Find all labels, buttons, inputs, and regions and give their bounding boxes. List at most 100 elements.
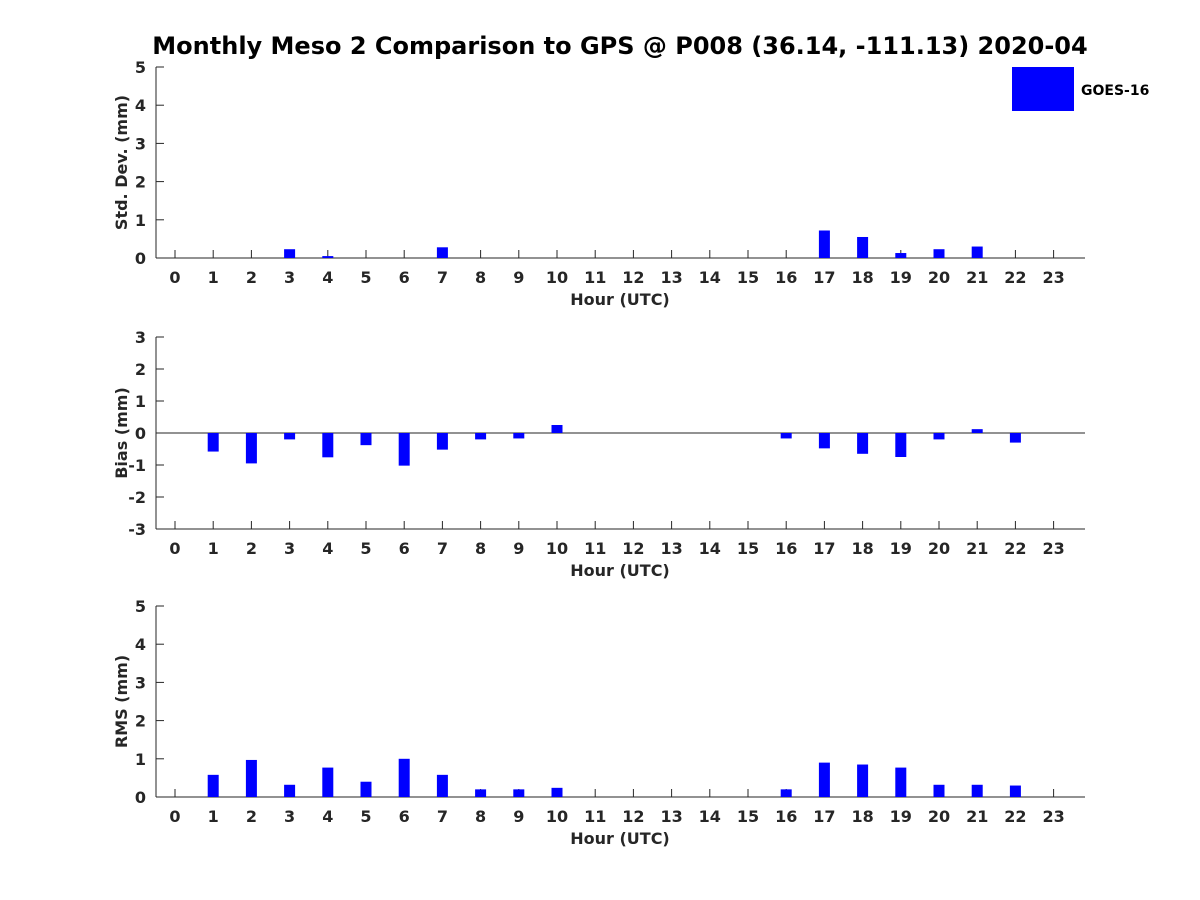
bias-bar-hour-20 xyxy=(933,433,945,440)
rms-bar-hour-20 xyxy=(933,784,945,797)
rms-bar-hour-16 xyxy=(780,789,792,797)
std-dev-x-label: Hour (UTC) xyxy=(570,290,670,309)
bias-bar-hour-9 xyxy=(513,433,525,439)
rms-bar-hour-7 xyxy=(436,774,448,797)
rms-bar-hour-17 xyxy=(818,762,830,797)
bias-x-tick-label: 1 xyxy=(208,539,219,558)
std-dev-bar-hour-18 xyxy=(857,236,869,258)
bias-bar-hour-16 xyxy=(780,433,792,439)
std-dev-bar-hour-3 xyxy=(284,249,296,258)
rms-x-tick-label: 20 xyxy=(928,807,950,826)
rms-x-tick-label: 9 xyxy=(513,807,524,826)
bias-x-tick-label: 13 xyxy=(660,539,682,558)
rms-x-tick-label: 18 xyxy=(851,807,873,826)
bias-x-tick-label: 2 xyxy=(246,539,257,558)
std-dev-x-tick-label: 3 xyxy=(284,268,295,287)
rms-x-tick-label: 22 xyxy=(1004,807,1026,826)
rms-x-tick-label: 21 xyxy=(966,807,988,826)
std-dev-y-tick-label: 3 xyxy=(135,134,146,153)
bias-x-tick-label: 7 xyxy=(437,539,448,558)
rms-x-tick-label: 14 xyxy=(699,807,721,826)
std-dev-x-tick-label: 2 xyxy=(246,268,257,287)
rms-x-tick-label: 19 xyxy=(890,807,912,826)
rms-bar-hour-10 xyxy=(551,787,563,797)
bias-x-tick-label: 15 xyxy=(737,539,759,558)
std-dev-y-tick-label: 4 xyxy=(135,96,146,115)
std-dev-bar-hour-20 xyxy=(933,249,945,258)
bias-y-tick-label: -1 xyxy=(128,456,146,475)
rms-bar-hour-4 xyxy=(322,767,334,797)
rms-y-label: RMS (mm) xyxy=(112,655,131,748)
bias-bar-hour-17 xyxy=(818,433,830,449)
legend: GOES-16 xyxy=(1012,67,1149,111)
std-dev-y-label: Std. Dev. (mm) xyxy=(112,95,131,230)
bias-bar-hour-22 xyxy=(1009,433,1021,443)
bias-y-tick-label: -3 xyxy=(128,520,146,539)
rms-y-tick-label: 0 xyxy=(135,788,146,807)
rms-x-tick-label: 6 xyxy=(399,807,410,826)
std-dev-x-tick-label: 11 xyxy=(584,268,606,287)
std-dev-x-tick-label: 22 xyxy=(1004,268,1026,287)
rms-y-tick-label: 2 xyxy=(135,712,146,731)
std-dev-y-tick-label: 2 xyxy=(135,173,146,192)
rms-x-tick-label: 15 xyxy=(737,807,759,826)
std-dev-y-tick-label: 0 xyxy=(135,249,146,268)
rms-x-tick-label: 12 xyxy=(622,807,644,826)
std-dev-x-tick-label: 18 xyxy=(851,268,873,287)
rms-bar-hour-3 xyxy=(284,784,296,797)
rms-x-tick-label: 1 xyxy=(208,807,219,826)
std-dev-x-tick-label: 5 xyxy=(360,268,371,287)
rms-y-tick-label: 4 xyxy=(135,635,146,654)
rms-bar-hour-18 xyxy=(857,764,869,797)
rms-x-tick-label: 16 xyxy=(775,807,797,826)
std-dev-bar-hour-4 xyxy=(322,256,334,258)
std-dev-x-tick-label: 17 xyxy=(813,268,835,287)
bias-x-tick-label: 16 xyxy=(775,539,797,558)
rms-x-tick-label: 5 xyxy=(360,807,371,826)
bias-x-tick-label: 21 xyxy=(966,539,988,558)
rms-x-tick-label: 2 xyxy=(246,807,257,826)
rms-x-tick-label: 4 xyxy=(322,807,333,826)
bias-x-tick-label: 23 xyxy=(1042,539,1064,558)
bias-bar-hour-19 xyxy=(895,433,907,457)
rms-y-tick-label: 1 xyxy=(135,750,146,769)
rms-bar-hour-21 xyxy=(971,784,983,797)
bias-bar-hour-2 xyxy=(245,433,257,464)
bias-y-tick-label: 2 xyxy=(135,360,146,379)
bias-x-tick-label: 8 xyxy=(475,539,486,558)
rms-x-tick-label: 0 xyxy=(169,807,180,826)
std-dev-x-tick-label: 8 xyxy=(475,268,486,287)
bias-y-tick-label: 1 xyxy=(135,392,146,411)
std-dev-bar-hour-17 xyxy=(818,230,830,258)
bias-x-tick-label: 17 xyxy=(813,539,835,558)
std-dev-x-tick-label: 20 xyxy=(928,268,950,287)
std-dev-x-tick-label: 1 xyxy=(208,268,219,287)
chart-title: Monthly Meso 2 Comparison to GPS @ P008 … xyxy=(152,32,1087,60)
std-dev-bar-hour-19 xyxy=(895,253,907,258)
rms-bar-hour-9 xyxy=(513,789,525,797)
std-dev-x-tick-label: 13 xyxy=(660,268,682,287)
std-dev-x-tick-label: 23 xyxy=(1042,268,1064,287)
bias-x-tick-label: 11 xyxy=(584,539,606,558)
bias-x-tick-label: 19 xyxy=(890,539,912,558)
std-dev-x-tick-label: 9 xyxy=(513,268,524,287)
rms-bar-hour-1 xyxy=(207,774,219,797)
bias-bar-hour-18 xyxy=(857,433,869,454)
std-dev-x-tick-label: 19 xyxy=(890,268,912,287)
rms-x-label: Hour (UTC) xyxy=(570,829,670,848)
rms-x-tick-label: 23 xyxy=(1042,807,1064,826)
rms-x-tick-label: 10 xyxy=(546,807,568,826)
bias-x-tick-label: 5 xyxy=(360,539,371,558)
bias-x-label: Hour (UTC) xyxy=(570,561,670,580)
std-dev-x-tick-label: 14 xyxy=(699,268,721,287)
rms-bar-hour-5 xyxy=(360,781,372,797)
legend-swatch-goes-16 xyxy=(1012,67,1074,111)
rms-bar-hour-19 xyxy=(895,767,907,797)
rms-x-tick-label: 7 xyxy=(437,807,448,826)
std-dev-x-tick-label: 21 xyxy=(966,268,988,287)
std-dev-bar-hour-7 xyxy=(436,247,448,258)
std-dev-x-tick-label: 7 xyxy=(437,268,448,287)
